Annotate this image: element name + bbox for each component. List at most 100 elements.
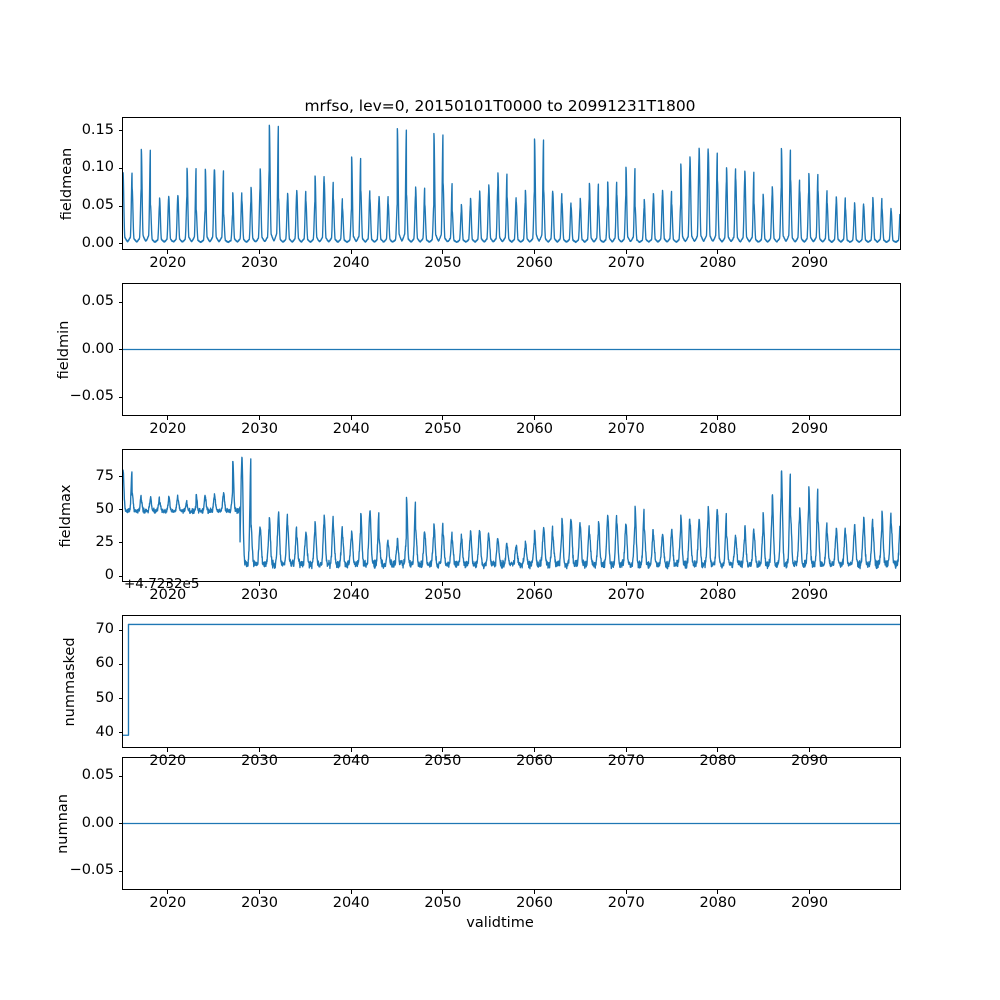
x-ticklabel-fieldmean-2: 2040 [332, 255, 370, 271]
x-ticklabel-fieldmax-2: 2040 [332, 587, 370, 603]
y-tickmark-fieldmean-1 [118, 205, 122, 207]
x-tickmark-fieldmin-6 [717, 416, 719, 420]
x-tickmark-fieldmin-3 [442, 416, 444, 420]
x-ticklabel-fieldmean-3: 2050 [424, 255, 462, 271]
figure-title: mrfso, lev=0, 20150101T0000 to 20991231T… [304, 97, 696, 115]
x-tickmark-numnan-6 [717, 890, 719, 894]
x-ticklabel-fieldmin-1: 2030 [241, 421, 278, 437]
x-tickmark-fieldmin-2 [350, 416, 352, 420]
y-tickmark-fieldmin-0 [118, 396, 122, 398]
x-ticklabel-numnan-4: 2060 [516, 895, 553, 911]
x-tickmark-nummasked-1 [259, 748, 261, 752]
x-ticklabel-nummasked-0: 2020 [149, 753, 187, 769]
x-ticklabel-nummasked-7: 2090 [791, 753, 829, 769]
y-ticklabel-fieldmin-1: 0.00 [81, 340, 114, 357]
x-tickmark-numnan-1 [259, 890, 261, 894]
x-tickmark-fieldmean-6 [717, 250, 719, 254]
x-ticklabel-nummasked-1: 2030 [241, 753, 278, 769]
x-ticklabel-fieldmax-4: 2060 [516, 587, 553, 603]
x-ticklabel-numnan-5: 2070 [607, 895, 645, 911]
subplot-fieldmax [122, 449, 901, 582]
x-tickmark-fieldmean-7 [809, 250, 811, 254]
x-ticklabel-numnan-1: 2030 [241, 895, 278, 911]
x-ticklabel-fieldmax-6: 2080 [699, 587, 737, 603]
x-tickmark-fieldmin-5 [625, 416, 627, 420]
x-tickmark-fieldmax-2 [350, 582, 352, 586]
x-ticklabel-fieldmean-5: 2070 [607, 255, 645, 271]
y-ticklabel-fieldmean-3: 0.15 [81, 121, 114, 138]
y-ticklabel-nummasked-1: 50 [95, 689, 114, 706]
x-tickmark-fieldmin-1 [259, 416, 261, 420]
x-tickmark-fieldmin-4 [534, 416, 536, 420]
x-tickmark-fieldmin-7 [809, 416, 811, 420]
x-tickmark-fieldmax-5 [625, 582, 627, 586]
x-tickmark-fieldmean-1 [259, 250, 261, 254]
y-tickmark-nummasked-1 [118, 698, 122, 700]
y-ticklabel-fieldmean-0: 0.00 [81, 234, 114, 251]
y-ticklabel-fieldmean-2: 0.10 [81, 159, 114, 176]
x-ticklabel-numnan-6: 2080 [699, 895, 737, 911]
x-ticklabel-fieldmin-2: 2040 [332, 421, 370, 437]
x-tickmark-nummasked-4 [534, 748, 536, 752]
y-tickmark-fieldmin-1 [118, 349, 122, 350]
x-tickmark-numnan-0 [167, 890, 169, 894]
x-ticklabel-nummasked-4: 2060 [516, 753, 553, 769]
subplot-numnan [122, 757, 901, 890]
y-ticklabel-numnan-2: 0.05 [81, 767, 114, 783]
y-tickmark-nummasked-0 [118, 732, 122, 734]
y-tickmark-numnan-0 [118, 870, 122, 872]
x-tickmark-fieldmax-4 [534, 582, 536, 586]
x-tickmark-numnan-7 [809, 890, 811, 894]
x-ticklabel-fieldmax-0: 2020 [149, 587, 187, 603]
x-tickmark-numnan-3 [442, 890, 444, 894]
x-ticklabel-fieldmax-7: 2090 [791, 587, 829, 603]
x-tickmark-fieldmin-0 [167, 416, 169, 420]
x-ticklabel-fieldmin-0: 2020 [149, 421, 187, 437]
y-tickmark-fieldmean-3 [118, 130, 122, 132]
x-ticklabel-fieldmean-1: 2030 [241, 255, 278, 271]
nummasked-axis-offset-text: +4.7232e5 [124, 576, 200, 592]
x-ticklabel-fieldmean-7: 2090 [791, 255, 829, 271]
x-ticklabel-nummasked-5: 2070 [607, 753, 645, 769]
x-ticklabel-fieldmin-5: 2070 [607, 421, 645, 437]
x-tickmark-numnan-5 [625, 890, 627, 894]
x-ticklabel-nummasked-3: 2050 [424, 753, 462, 769]
x-tickmark-fieldmax-1 [259, 582, 261, 586]
y-tickmark-numnan-1 [118, 823, 122, 824]
x-tickmark-nummasked-3 [442, 748, 444, 752]
y-tickmark-fieldmax-3 [118, 476, 122, 478]
x-tickmark-fieldmean-4 [534, 250, 536, 254]
x-ticklabel-fieldmean-4: 2060 [516, 255, 553, 271]
y-ticklabel-fieldmin-2: 0.05 [81, 293, 114, 309]
y-ticklabel-nummasked-2: 60 [95, 655, 114, 672]
x-ticklabel-fieldmean-6: 2080 [699, 255, 737, 271]
x-ticklabel-fieldmax-1: 2030 [241, 587, 278, 603]
x-ticklabel-numnan-7: 2090 [791, 895, 829, 911]
x-ticklabel-fieldmin-7: 2090 [791, 421, 829, 437]
x-ticklabel-fieldmax-5: 2070 [607, 587, 645, 603]
y-ticklabel-fieldmax-0: 0 [104, 567, 114, 584]
subplot-fieldmin [122, 283, 901, 416]
y-tickmark-numnan-2 [118, 775, 122, 777]
y-ticklabel-nummasked-3: 70 [95, 621, 114, 638]
y-ticklabel-numnan-1: 0.00 [81, 814, 114, 831]
y-tickmark-nummasked-2 [118, 663, 122, 665]
y-ticklabel-numnan-0: −0.05 [69, 862, 114, 878]
y-tickmark-fieldmax-2 [118, 509, 122, 511]
x-tickmark-fieldmean-5 [625, 250, 627, 254]
y-ticklabel-fieldmax-2: 50 [95, 500, 114, 517]
fieldmin-plot-line [123, 284, 900, 415]
y-tickmark-nummasked-3 [118, 629, 122, 631]
x-tickmark-nummasked-2 [350, 748, 352, 752]
nummasked-plot-line [123, 616, 900, 747]
x-ticklabel-numnan-2: 2040 [332, 895, 370, 911]
x-ticklabel-fieldmin-4: 2060 [516, 421, 553, 437]
x-ticklabel-numnan-0: 2020 [149, 895, 187, 911]
fieldmean-plot-line [123, 118, 900, 249]
fieldmax-plot-line [123, 450, 900, 581]
x-tickmark-nummasked-5 [625, 748, 627, 752]
y-tickmark-fieldmax-1 [118, 542, 122, 544]
y-ticklabel-fieldmax-1: 25 [95, 533, 114, 550]
subplot-nummasked [122, 615, 901, 748]
